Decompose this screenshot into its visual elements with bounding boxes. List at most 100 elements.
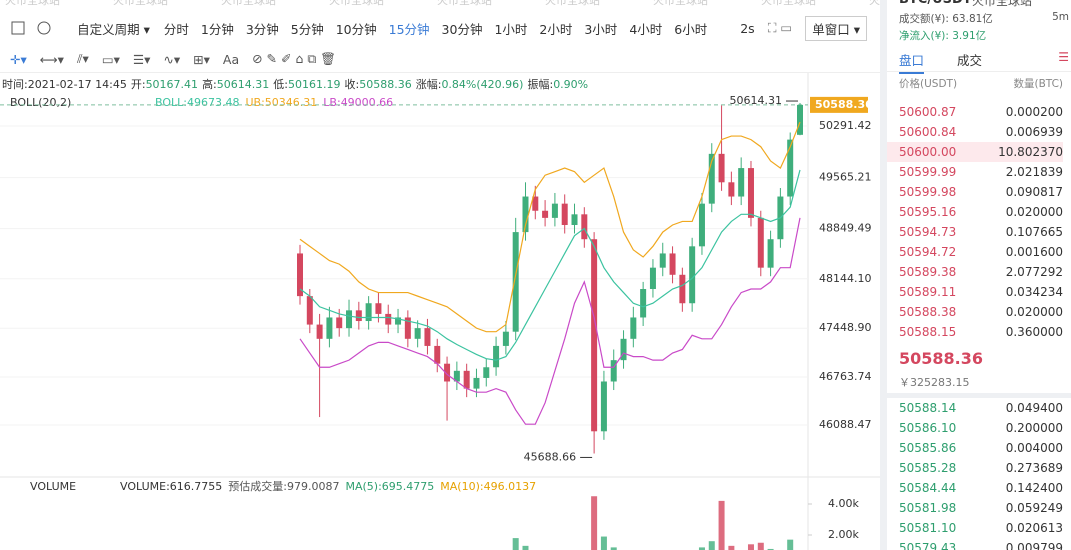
watermark: 火币全球站 (761, 0, 816, 7)
interval[interactable]: 30分钟 (441, 21, 483, 37)
y-tick-label: 48849.49 (819, 222, 872, 235)
candle-body (375, 303, 382, 314)
asks-row[interactable]: 50600.00 10.802370 (887, 142, 1063, 162)
info-label: 收: (345, 77, 360, 91)
candle-body (365, 303, 372, 322)
quantity: 0.001600 (1005, 245, 1063, 259)
price: 50599.98 (899, 185, 957, 199)
info-label: 涨幅: (416, 78, 442, 91)
bids-row[interactable]: 50581.10 0.020613 (899, 518, 1063, 538)
price: 50594.72 (899, 245, 957, 259)
candle-body (306, 296, 313, 325)
exchange: 火币全球站 (972, 0, 1033, 8)
candle-body (502, 331, 509, 346)
watermark: 火币全球站 (437, 0, 492, 7)
window-mode[interactable]: 单窗口 ▾ (805, 15, 867, 41)
quantity: 0.009799 (1005, 541, 1063, 550)
asks-row[interactable]: 50594.72 0.001600 (899, 242, 1063, 262)
tool[interactable]: ∿▾ (163, 51, 181, 67)
asks-row[interactable]: 50600.84 0.006939 (899, 122, 1063, 142)
interval[interactable]: 分时 (163, 21, 189, 37)
interval[interactable]: 3分钟 (245, 21, 279, 37)
candle-body (669, 253, 676, 275)
bids-row[interactable]: 50585.28 0.273689 (899, 458, 1063, 478)
window-mode-label: 单窗口 (812, 21, 850, 37)
candle-body (385, 313, 392, 325)
toolbar: 自定义周期 ▾ 分时 1分钟 3分钟 5分钟 10分钟 15分钟 30分钟 1小时 2小时 3小时… (0, 8, 880, 48)
period-menu[interactable]: 自定义周期 ▾ (77, 21, 150, 37)
interval[interactable]: 1分钟 (200, 21, 234, 37)
tool[interactable]: ✛▾ (10, 51, 27, 67)
volume-bar (747, 544, 754, 550)
quantity: 0.200000 (1005, 421, 1063, 435)
quantity: 0.049400 (1005, 401, 1063, 415)
interval[interactable]: 3小时 (584, 21, 618, 37)
bids-row[interactable]: 50581.98 0.059249 (899, 498, 1063, 518)
text-tool[interactable]: Aa (222, 51, 240, 67)
volume-bar (600, 536, 607, 550)
asks-row[interactable]: 50589.38 2.077292 (899, 262, 1063, 282)
price: 50581.10 (899, 521, 957, 535)
bids-row[interactable]: 50579.43 0.009799 (899, 538, 1063, 550)
icon (37, 21, 51, 35)
candle-body (463, 370, 470, 389)
tool[interactable]: ⊘ ✎ ✐ ⌂ ⧉ 🗑 (252, 51, 337, 66)
asks-row[interactable]: 50588.15 0.360000 (899, 322, 1063, 342)
interval[interactable]: 6小时 (674, 21, 708, 37)
asks-row[interactable]: 50599.99 2.021839 (899, 162, 1063, 182)
tab[interactable]: 盘口 (899, 50, 925, 74)
drawing-toolbar: ✛▾ ⟷▾ ⫽▾ ▭▾ ☰▾ ∿▾ ⊞▾ Aa ⊘ ✎ ✐ ⌂ ⧉ 🗑 (0, 46, 880, 73)
candle-body (414, 328, 421, 339)
volume-header: VOLUME:616.7755 预估成交量:979.0087 MA(5):695.4… (120, 479, 536, 493)
info-label: 低: (273, 78, 288, 91)
interval[interactable]: 1小时 (494, 21, 528, 37)
info-value: 50161.19 (288, 78, 341, 91)
volume-extra: MA(10):496.0137 (440, 480, 536, 493)
bids-row[interactable]: 50584.44 0.142400 (899, 478, 1063, 498)
candle-body (424, 328, 431, 346)
quantity: 2.077292 (1005, 265, 1063, 279)
info-line: 时间:2021-02-17 14:45 开:50167.41 高:50614.31 低… (2, 77, 588, 91)
candle-body (395, 317, 402, 325)
asks-row[interactable]: 50599.98 0.090817 (899, 182, 1063, 202)
tool[interactable]: ▭▾ (101, 51, 120, 67)
y-tick-label: 48144.10 (819, 272, 872, 285)
legend-name: LB: (323, 96, 340, 109)
asks-row[interactable]: 50595.16 0.020000 (899, 202, 1063, 222)
interval[interactable]: 4小时 (629, 21, 663, 37)
volume-bar (757, 542, 764, 550)
bids-row[interactable]: 50588.14 0.049400 (899, 398, 1063, 418)
bids-row[interactable]: 50586.10 0.200000 (899, 418, 1063, 438)
tool[interactable]: ⟷▾ (39, 51, 64, 67)
fullscreen-icons[interactable]: ⛶ ▭ (767, 20, 793, 35)
info-value: 0.84%(420.96) (441, 78, 523, 91)
volume-bar (512, 538, 519, 550)
quantity: 0.059249 (1005, 501, 1063, 515)
tab[interactable]: 成交 (957, 53, 983, 68)
refresh[interactable]: 2s (740, 20, 755, 36)
candle-body (630, 317, 637, 339)
info-value: 50167.41 (146, 78, 199, 91)
column-header: 价格(USDT) (899, 78, 958, 90)
toolbar-icons (11, 21, 51, 35)
candle-body (600, 381, 607, 432)
interval[interactable]: 10分钟 (335, 21, 377, 37)
tool[interactable]: ☰▾ (132, 51, 151, 67)
candle-body (659, 253, 666, 268)
last-price-cny: ￥325283.15 (899, 376, 970, 389)
watermark: 火币全球站 (113, 0, 168, 7)
interval[interactable]: 15分钟 (388, 21, 430, 37)
asks-row[interactable]: 50594.73 0.107665 (899, 222, 1063, 242)
interval[interactable]: 5分钟 (290, 21, 324, 37)
interval[interactable]: 2小时 (539, 21, 573, 37)
bids-row[interactable]: 50585.86 0.004000 (899, 438, 1063, 458)
tool[interactable]: ⊞▾ (193, 51, 210, 67)
asks-row[interactable]: 50588.38 0.020000 (899, 302, 1063, 322)
boll-line (299, 121, 801, 333)
asks-row[interactable]: 50589.11 0.034234 (899, 282, 1063, 302)
asks-row[interactable]: 50600.87 0.000200 (899, 102, 1063, 122)
menu-icon[interactable]: ☰ (1058, 50, 1069, 64)
candle-body (708, 153, 715, 204)
tool[interactable]: ⫽▾ (76, 51, 89, 66)
